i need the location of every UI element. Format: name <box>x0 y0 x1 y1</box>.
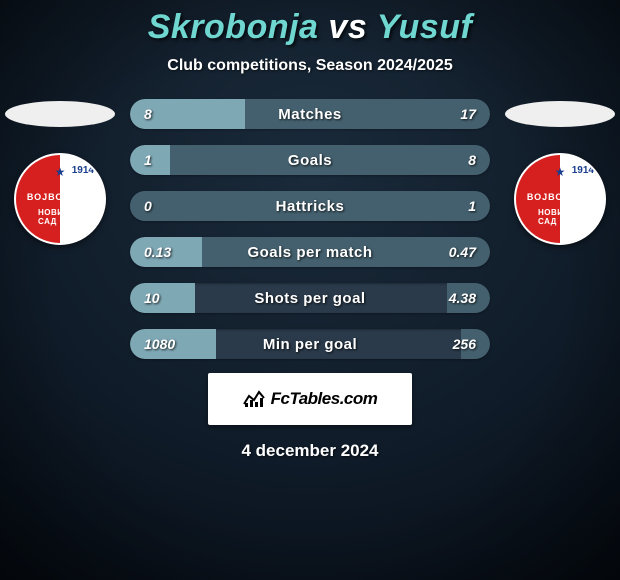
stat-value-left: 0 <box>144 191 152 221</box>
stat-value-right: 1 <box>468 191 476 221</box>
stat-value-right: 256 <box>453 329 476 359</box>
right-side: ★ 1914 ВОЈВОДИНА НОВИ САД <box>500 99 620 359</box>
stat-value-left: 10 <box>144 283 160 313</box>
stat-value-right: 8 <box>468 145 476 175</box>
stat-label: Goals per match <box>130 237 490 267</box>
stat-value-right: 17 <box>460 99 476 129</box>
stat-value-left: 1080 <box>144 329 175 359</box>
stat-row: Goals per match0.13 0.47 <box>130 237 490 267</box>
stat-value-left: 1 <box>144 145 152 175</box>
stat-row: Hattricks0 1 <box>130 191 490 221</box>
star-icon: ★ <box>55 165 66 179</box>
stat-row: Min per goal1080 256 <box>130 329 490 359</box>
stat-label: Goals <box>130 145 490 175</box>
stat-value-left: 8 <box>144 99 152 129</box>
stats-bars: Matches817Goals18Hattricks01Goals per ma… <box>120 99 500 359</box>
stat-label: Matches <box>130 99 490 129</box>
stat-value-left: 0.13 <box>144 237 171 267</box>
page-date: 4 december 2024 <box>241 441 378 461</box>
left-side: ★ 1914 ВОЈВОДИНА НОВИ САД <box>0 99 120 359</box>
page-title: Skrobonja vs Yusuf <box>148 8 473 47</box>
player2-club-badge: ★ 1914 ВОЈВОДИНА НОВИ САД <box>514 153 606 245</box>
stat-value-right: 4.38 <box>449 283 476 313</box>
title-vs: vs <box>328 8 367 46</box>
footer-brand-badge: FcTables.com <box>208 373 412 425</box>
stat-row: Shots per goal10 4.38 <box>130 283 490 313</box>
chart-icon <box>243 390 265 408</box>
badge-line2: НОВИ САД <box>38 208 82 226</box>
title-player2: Yusuf <box>377 8 473 46</box>
star-icon: ★ <box>555 165 566 179</box>
badge-line1: ВОЈВОДИНА <box>527 192 593 202</box>
stat-row: Goals1 8 <box>130 145 490 175</box>
stat-label: Hattricks <box>130 191 490 221</box>
badge-line2: НОВИ САД <box>538 208 582 226</box>
title-player1: Skrobonja <box>148 8 319 46</box>
stat-label: Min per goal <box>130 329 490 359</box>
stat-label: Shots per goal <box>130 283 490 313</box>
footer-brand-text: FcTables.com <box>271 389 378 409</box>
player1-club-badge: ★ 1914 ВОЈВОДИНА НОВИ САД <box>14 153 106 245</box>
player1-oval <box>5 101 115 127</box>
subtitle: Club competitions, Season 2024/2025 <box>167 57 452 75</box>
badge-year: 1914 <box>572 165 594 176</box>
badge-year: 1914 <box>72 165 94 176</box>
stat-row: Matches8 17 <box>130 99 490 129</box>
badge-line1: ВОЈВОДИНА <box>27 192 93 202</box>
stat-value-right: 0.47 <box>449 237 476 267</box>
player2-oval <box>505 101 615 127</box>
